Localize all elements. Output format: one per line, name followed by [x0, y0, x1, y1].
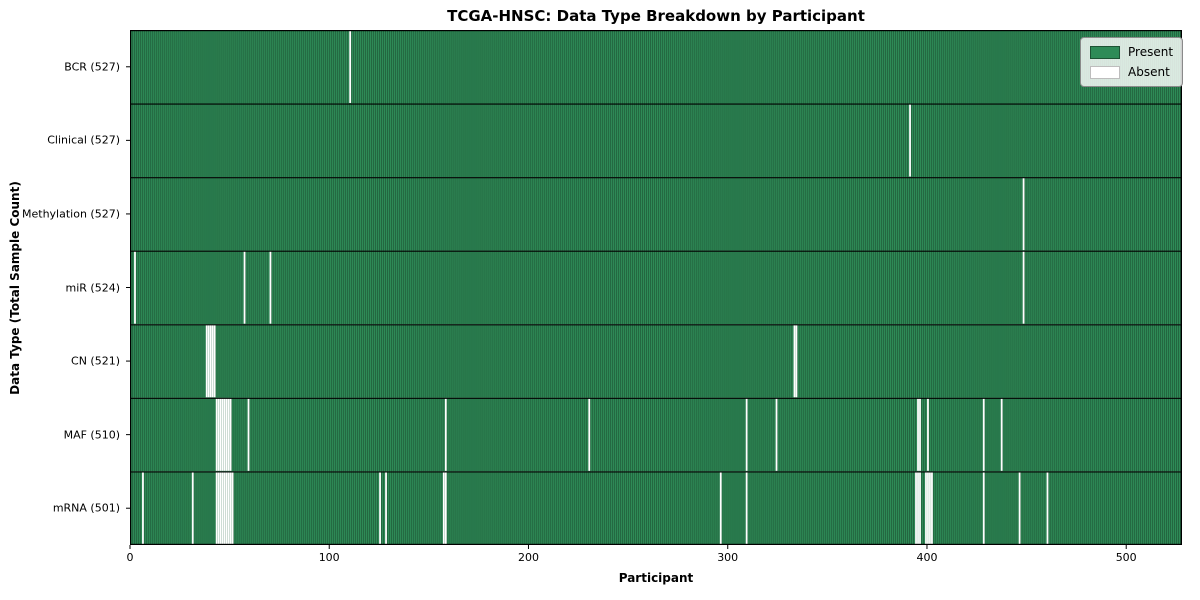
x-tick-label: 200	[518, 551, 539, 564]
row-band	[130, 324, 1182, 398]
absent-stripe	[217, 472, 220, 545]
x-tick-label: 500	[1115, 551, 1137, 564]
absent-stripe	[793, 324, 796, 398]
chart-title: TCGA-HNSC: Data Type Breakdown by Partic…	[447, 7, 865, 25]
legend: Present Absent	[1080, 37, 1184, 87]
absent-stripe	[925, 472, 927, 545]
y-tick-label: MAF (510)	[63, 428, 120, 442]
absent-stripe	[229, 472, 232, 545]
absent-stripe	[1018, 472, 1021, 545]
absent-stripe	[385, 472, 387, 545]
legend-item-absent: Absent	[1090, 65, 1173, 79]
legend-present-label: Present	[1128, 45, 1174, 59]
legend-absent-label: Absent	[1128, 65, 1170, 79]
absent-swatch	[1090, 65, 1120, 79]
absent-stripe	[442, 472, 445, 545]
absent-stripe	[219, 398, 222, 471]
absent-stripe	[217, 398, 220, 471]
x-tick-labels: 0 100 200 300 400 500	[126, 551, 1182, 567]
absent-stripe	[134, 251, 136, 324]
y-tick-label: Methylation (527)	[22, 207, 120, 221]
row-band	[130, 471, 1182, 545]
y-tick-label: Clinical (527)	[47, 133, 120, 147]
absent-stripe	[349, 30, 352, 103]
absent-stripe	[229, 398, 232, 471]
legend-item-present: Present	[1090, 45, 1173, 59]
absent-stripe	[225, 398, 228, 471]
y-tick-labels: BCR (527) Clinical (527) Methylation (527)…	[0, 30, 121, 545]
absent-stripe	[213, 324, 216, 398]
absent-stripe	[207, 324, 210, 398]
y-tick-label: CN (521)	[71, 354, 120, 368]
row-band	[130, 397, 1182, 472]
absent-stripe	[745, 472, 748, 545]
absent-stripe	[444, 398, 447, 471]
absent-stripe	[719, 472, 722, 545]
absent-stripe	[269, 251, 272, 324]
absent-stripe	[982, 472, 985, 545]
x-tick-label: 400	[916, 551, 938, 564]
present-swatch	[1090, 45, 1120, 59]
absent-stripe	[917, 472, 919, 545]
absent-stripe	[191, 472, 194, 545]
absent-stripe	[931, 472, 933, 545]
absent-stripe	[929, 472, 931, 545]
absent-stripe	[745, 398, 748, 471]
row-band	[130, 30, 1182, 104]
x-tick-label: 0	[126, 551, 134, 564]
absent-stripe	[927, 472, 929, 545]
x-tick-label: 300	[717, 551, 739, 564]
heatmap-svg	[126, 30, 1183, 549]
plot-area	[124, 30, 1183, 551]
y-tick-label: mRNA (501)	[52, 501, 120, 515]
absent-stripe	[227, 398, 230, 471]
absent-stripe	[588, 398, 591, 471]
plot-frame	[129, 30, 1183, 545]
absent-stripe	[379, 472, 381, 545]
absent-stripe	[1046, 472, 1049, 545]
absent-stripe	[1022, 251, 1025, 324]
absent-stripe	[915, 472, 917, 545]
absent-stripe	[982, 398, 985, 471]
absent-stripe	[243, 251, 246, 324]
x-tick-label: 100	[318, 551, 340, 564]
absent-stripe	[225, 472, 228, 545]
absent-stripe	[223, 398, 226, 471]
y-tick-label: miR (524)	[65, 281, 121, 294]
absent-stripe	[795, 324, 798, 398]
absent-stripe	[919, 472, 921, 545]
absent-stripe	[917, 398, 919, 471]
absent-stripe	[1000, 398, 1003, 471]
absent-stripe	[221, 398, 224, 471]
y-tick-label: BCR (527)	[64, 60, 120, 74]
absent-stripe	[211, 324, 214, 398]
absent-stripe	[909, 104, 911, 177]
x-axis-title: Participant	[618, 571, 694, 585]
absent-stripe	[919, 398, 921, 471]
absent-stripe	[247, 398, 250, 471]
absent-stripe	[223, 472, 226, 545]
row-band	[130, 103, 1182, 178]
absent-stripe	[231, 472, 234, 545]
absent-stripe	[215, 472, 218, 545]
absent-stripe	[215, 398, 218, 471]
row-band	[130, 250, 1182, 325]
absent-stripe	[209, 324, 212, 398]
row-band	[130, 177, 1182, 251]
absent-stripe	[205, 324, 208, 398]
absent-stripe	[221, 472, 224, 545]
absent-stripe	[927, 398, 929, 471]
absent-stripe	[227, 472, 230, 545]
absent-stripe	[1022, 177, 1025, 251]
absent-stripe	[219, 472, 222, 545]
absent-stripe	[444, 472, 447, 545]
absent-stripe	[775, 398, 778, 471]
absent-stripe	[142, 472, 144, 545]
